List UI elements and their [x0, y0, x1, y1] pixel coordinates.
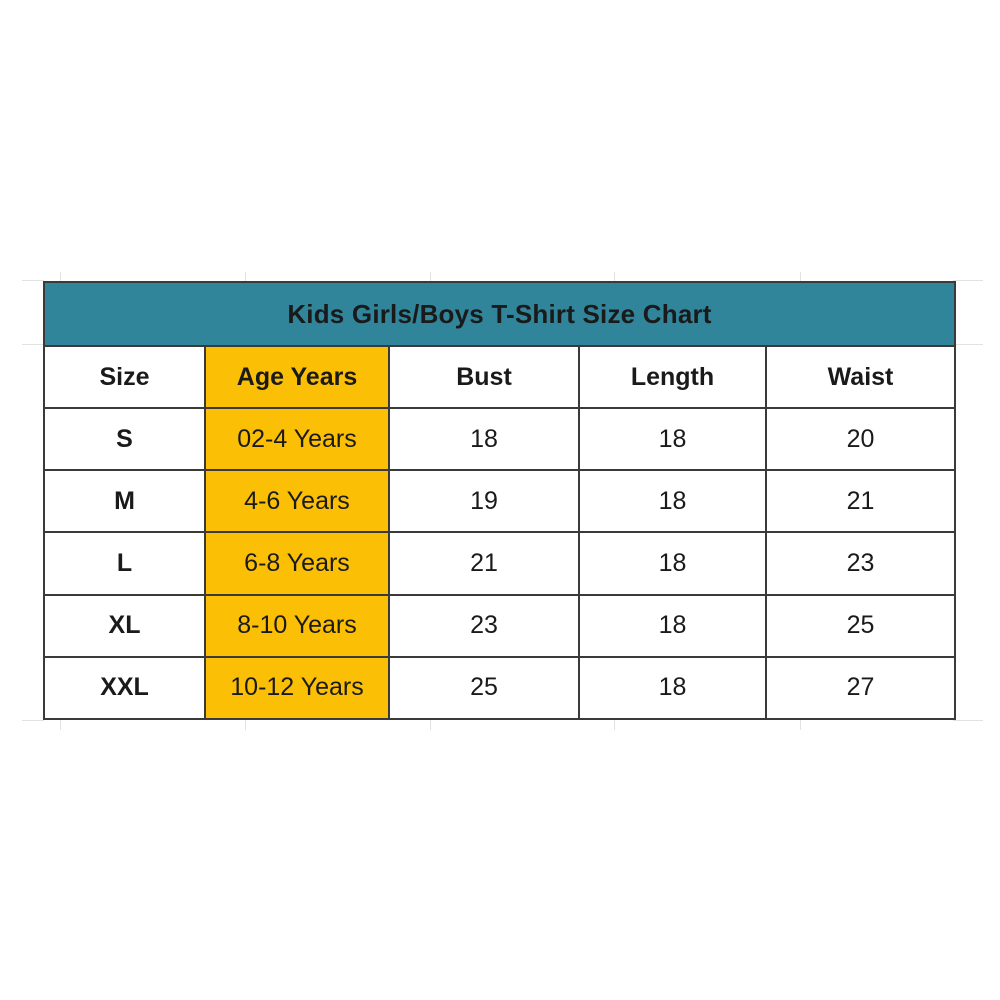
- cell-length: 18: [578, 406, 767, 472]
- cell-age: 10-12 Years: [204, 655, 390, 721]
- grid-tick: [22, 344, 44, 345]
- column-header-size: Size: [43, 345, 206, 409]
- chart-title-row: Kids Girls/Boys T-Shirt Size Chart: [42, 281, 957, 347]
- cell-length: 18: [578, 531, 767, 596]
- cell-bust: 21: [388, 531, 580, 596]
- grid-tick: [953, 720, 983, 721]
- cell-age: 6-8 Years: [204, 531, 390, 596]
- cell-age: 02-4 Years: [204, 406, 390, 472]
- cell-size: XL: [43, 593, 206, 658]
- table-row: XXL 10-12 Years 25 18 27: [43, 655, 957, 721]
- cell-size: S: [43, 406, 206, 472]
- cell-size: M: [43, 469, 206, 534]
- grid-tick: [800, 720, 801, 730]
- cell-age: 8-10 Years: [204, 593, 390, 658]
- size-chart-table: Kids Girls/Boys T-Shirt Size Chart Size …: [42, 281, 957, 721]
- cell-length: 18: [578, 655, 767, 721]
- grid-tick: [22, 720, 44, 721]
- size-chart-container: Kids Girls/Boys T-Shirt Size Chart Size …: [42, 281, 957, 721]
- cell-bust: 19: [388, 469, 580, 534]
- cell-age: 4-6 Years: [204, 469, 390, 534]
- column-header-row: Size Age Years Bust Length Waist: [43, 345, 957, 409]
- cell-bust: 23: [388, 593, 580, 658]
- column-header-waist: Waist: [764, 345, 957, 409]
- column-header-age-years: Age Years: [204, 345, 390, 409]
- cell-size: XXL: [43, 655, 206, 721]
- size-chart-body: S 02-4 Years 18 18 20 M 4-6 Years 19 18 …: [43, 406, 957, 721]
- table-row: M 4-6 Years 19 18 21: [43, 469, 957, 534]
- column-header-length: Length: [578, 345, 767, 409]
- cell-length: 18: [578, 593, 767, 658]
- cell-size: L: [43, 531, 206, 596]
- chart-title: Kids Girls/Boys T-Shirt Size Chart: [42, 281, 957, 347]
- cell-bust: 18: [388, 406, 580, 472]
- cell-bust: 25: [388, 655, 580, 721]
- grid-tick: [22, 280, 44, 281]
- cell-waist: 25: [764, 593, 957, 658]
- table-row: XL 8-10 Years 23 18 25: [43, 593, 957, 658]
- column-header-bust: Bust: [388, 345, 580, 409]
- grid-tick: [60, 720, 61, 730]
- cell-waist: 21: [764, 469, 957, 534]
- grid-tick: [614, 720, 615, 730]
- grid-tick: [953, 344, 983, 345]
- grid-tick: [245, 720, 246, 730]
- cell-waist: 20: [764, 406, 957, 472]
- table-row: L 6-8 Years 21 18 23: [43, 531, 957, 596]
- cell-waist: 23: [764, 531, 957, 596]
- grid-tick: [953, 280, 983, 281]
- grid-tick: [430, 720, 431, 730]
- cell-waist: 27: [764, 655, 957, 721]
- table-row: S 02-4 Years 18 18 20: [43, 406, 957, 472]
- cell-length: 18: [578, 469, 767, 534]
